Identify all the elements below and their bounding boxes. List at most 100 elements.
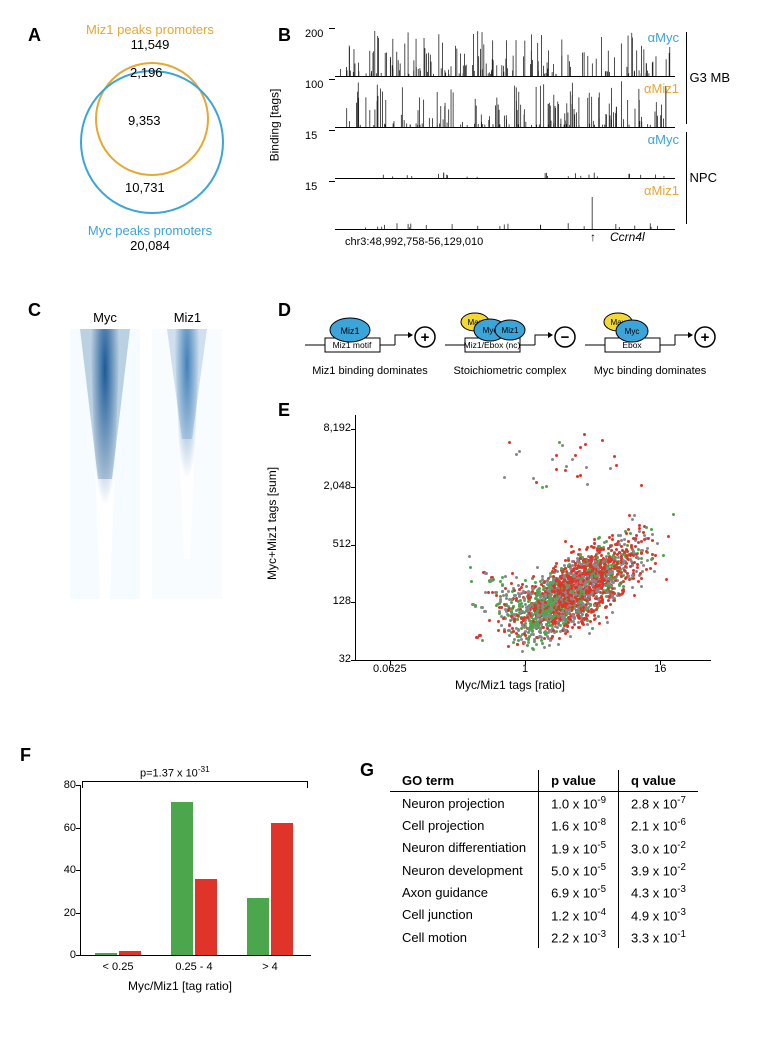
- scatter-point: [540, 639, 543, 642]
- scatter-point: [636, 566, 639, 569]
- go-cell: Cell motion: [390, 926, 539, 948]
- go-cell: 3.9 x 10-2: [619, 859, 698, 881]
- group-npc: NPC: [690, 170, 717, 185]
- scatter-point: [533, 609, 536, 612]
- scatter-point: [535, 643, 538, 646]
- scatter-point: [523, 641, 526, 644]
- scatter-point: [613, 599, 616, 602]
- scatter-point: [478, 634, 482, 638]
- scatter-point: [524, 579, 527, 582]
- bar-ytick: 40: [51, 864, 76, 876]
- brace-g3mb: [686, 32, 687, 124]
- scatter-point: [579, 474, 582, 477]
- panel-e-scatter: Myc+Miz1 tags [sum] 8,1922,048512128320.…: [300, 410, 720, 690]
- scatter-point: [588, 571, 591, 574]
- scatter-point: [593, 538, 596, 541]
- scatter-point: [569, 635, 572, 638]
- scatter-point: [586, 623, 589, 626]
- scatter-point: [623, 551, 626, 554]
- scatter-point: [579, 553, 582, 556]
- scatter-point: [500, 624, 503, 627]
- scatter-point: [631, 586, 634, 589]
- scatter-point: [541, 604, 544, 607]
- scatter-point: [526, 644, 529, 647]
- heatmap-miz1: Miz1: [152, 310, 222, 600]
- scatter-point: [585, 466, 588, 469]
- scatter-point: [510, 582, 513, 585]
- scatter-point: [549, 639, 552, 642]
- scatter-point: [577, 609, 580, 612]
- scatter-point: [530, 603, 533, 606]
- binding-axis-label: Binding [tags]: [267, 89, 281, 162]
- scatter-point: [631, 518, 634, 521]
- scatter-point: [503, 630, 506, 633]
- scatter-point: [571, 590, 574, 593]
- track-row: 15αMyc: [335, 130, 675, 179]
- scatter-point: [632, 550, 635, 553]
- scatter-point: [566, 624, 569, 627]
- go-table: GO termp valueq valueNeuron projection1.…: [390, 770, 698, 948]
- scatter-point: [632, 577, 635, 580]
- bar: [195, 879, 217, 956]
- scatter-point: [535, 481, 538, 484]
- bar-xtick: 0.25 - 4: [175, 961, 212, 973]
- scatter-point: [559, 630, 562, 633]
- scatter-point: [561, 610, 564, 613]
- scatter-point: [586, 483, 589, 486]
- scatter-point: [581, 621, 584, 624]
- schema-container: Miz1 motif Miz1 + Miz1 binding dominates…: [300, 310, 740, 377]
- scatter-point: [601, 439, 604, 442]
- scatter-point: [555, 600, 558, 603]
- scatter-point: [555, 454, 558, 457]
- scatter-point: [643, 538, 646, 541]
- scatter-point: [527, 641, 530, 644]
- scatter-point: [618, 551, 621, 554]
- scatter-point: [562, 618, 565, 621]
- scatter-point: [598, 622, 601, 625]
- scatter-point: [468, 555, 472, 559]
- bar-ytick: 20: [51, 907, 76, 919]
- scatter-point: [538, 614, 541, 617]
- go-cell: 1.9 x 10-5: [539, 837, 619, 859]
- scatter-point: [574, 454, 577, 457]
- scatter-point: [586, 546, 589, 549]
- scatter-point: [532, 648, 535, 651]
- panel-label-a: A: [28, 25, 41, 46]
- scatter-point: [624, 565, 627, 568]
- go-cell: Neuron differentiation: [390, 837, 539, 859]
- scatter-point: [508, 441, 511, 444]
- scatter-point: [630, 560, 633, 563]
- scatter-point: [525, 585, 528, 588]
- scatter-point: [596, 549, 599, 552]
- scatter-point: [638, 530, 641, 533]
- scatter-point: [612, 581, 615, 584]
- table-row: Cell motion2.2 x 10-33.3 x 10-1: [390, 926, 698, 948]
- go-cell: 1.2 x 10-4: [539, 904, 619, 926]
- scatter-point: [571, 560, 574, 563]
- heatmap-miz1-svg: [152, 329, 222, 599]
- scatter-point: [672, 513, 675, 516]
- scatter-point: [554, 565, 557, 568]
- scatter-point: [584, 443, 587, 446]
- scatter-point: [629, 565, 632, 568]
- scatter-point: [611, 571, 614, 574]
- scatter-point: [598, 536, 601, 539]
- scatter-point: [645, 550, 648, 553]
- only-myc: 10,731: [125, 180, 165, 195]
- scatter-point: [628, 514, 631, 517]
- scatter-point: [541, 642, 544, 645]
- bar-chart-area: 020406080< 0.250.25 - 4> 4: [80, 785, 311, 956]
- scatter-point: [573, 623, 576, 626]
- group-g3mb: G3 MB: [690, 70, 730, 85]
- scatter-point: [593, 604, 596, 607]
- track-row: 100αMiz1: [335, 79, 675, 128]
- scatter-point: [524, 603, 527, 606]
- bar: [171, 802, 193, 955]
- schema-item: Ebox Max Myc + Myc binding dominates: [580, 310, 720, 377]
- scatter-point: [513, 589, 516, 592]
- scatter-point: [504, 575, 507, 578]
- scatter-point: [484, 591, 488, 595]
- table-row: Neuron projection1.0 x 10-92.8 x 10-7: [390, 792, 698, 815]
- scatter-point: [532, 620, 535, 623]
- scatter-point: [567, 564, 570, 567]
